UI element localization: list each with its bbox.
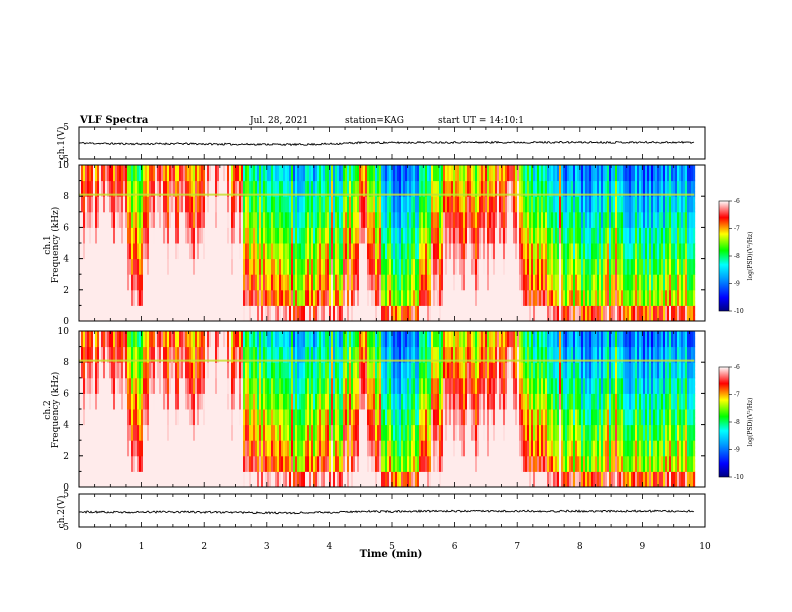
x-tick-label: 9	[640, 542, 646, 552]
colorbar-gradient	[718, 366, 730, 478]
spectrogram-image	[79, 331, 696, 488]
y-tick-label: 0	[63, 483, 69, 493]
ch2-spectrogram-ylabel-freq: Frequency (kHz)	[50, 372, 61, 449]
x-tick-label: 0	[76, 542, 82, 552]
y-tick-label: 0	[63, 317, 69, 327]
ch2-spectrogram-panel: 0 2 4 6 8 10	[58, 327, 706, 493]
x-tick-label: 10	[699, 542, 711, 552]
figure-date: Jul. 28, 2021	[249, 116, 308, 126]
colorbar-tick-label: -10	[734, 474, 744, 481]
colorbar-gradient	[718, 200, 730, 312]
ch1-spectrogram-panel: 0 2 4 6 8 10	[58, 161, 706, 327]
x-tick-label: 7	[514, 542, 520, 552]
figure-start-time: start UT = 14:10:1	[438, 116, 524, 126]
y-tick-label: 10	[58, 327, 70, 337]
y-tick-label: 10	[58, 161, 70, 171]
y-tick-label: 5	[63, 490, 69, 500]
ch1-colorbar: -6 -7 -8 -9 -10 log(PSD)(V²/Hz)	[718, 198, 754, 315]
ch1-spectrogram-ylabel-freq: Frequency (kHz)	[50, 207, 61, 284]
colorbar-tick-label: -6	[734, 364, 740, 371]
colorbar-tick-label: -8	[734, 419, 740, 426]
ch1-spectrogram-ylabel-ch: ch.1	[43, 235, 53, 254]
colorbar-tick-label: -7	[734, 226, 740, 233]
y-tick-label: 8	[63, 192, 69, 202]
ch1-voltage-panel: 5 -5	[60, 123, 706, 165]
y-tick-label: 4	[63, 255, 69, 265]
colorbar-label: log(PSD)(V²/Hz)	[747, 232, 754, 281]
x-tick-label: 5	[389, 542, 395, 552]
colorbar-tick-label: -6	[734, 198, 740, 205]
y-tick-label: 2	[63, 286, 69, 296]
ch2-spectrogram-ylabel-ch: ch.2	[43, 400, 53, 419]
y-tick-label: -5	[60, 155, 69, 165]
x-tick-label: 1	[139, 542, 145, 552]
voltage-trace	[79, 140, 695, 147]
colorbar-tick-label: -9	[734, 447, 740, 454]
colorbar-tick-label: -8	[734, 253, 740, 260]
ch2-colorbar: -6 -7 -8 -9 -10 log(PSD)(V²/Hz)	[718, 364, 754, 481]
colorbar-tick-label: -10	[734, 308, 744, 315]
voltage-trace	[78, 509, 695, 515]
y-tick-label: 4	[63, 421, 69, 431]
x-tick-label: 4	[327, 542, 333, 552]
x-tick-labels: 0 1 2 3 4 5 6 7 8 9 10	[76, 542, 711, 552]
spectrogram-image	[79, 165, 696, 322]
x-tick-label: 3	[264, 542, 270, 552]
colorbar-tick-label: -9	[734, 281, 740, 288]
ch1-voltage-ylabel: ch.1(V)	[56, 127, 67, 160]
x-tick-label: 8	[577, 542, 583, 552]
x-tick-label: 2	[201, 542, 207, 552]
y-tick-label: -5	[60, 523, 69, 533]
figure-title: VLF Spectra	[79, 115, 149, 126]
figure-station: station=KAG	[345, 116, 404, 126]
x-axis-label: Time (min)	[360, 549, 423, 560]
colorbar-tick-label: -7	[734, 392, 740, 399]
y-tick-label: 5	[63, 123, 69, 133]
y-tick-label: 2	[63, 452, 69, 462]
ch2-voltage-panel: 5 -5	[60, 490, 706, 533]
y-tick-label: 8	[63, 358, 69, 368]
y-tick-label: 6	[63, 389, 69, 399]
colorbar-label: log(PSD)(V²/Hz)	[747, 398, 754, 447]
y-tick-label: 6	[63, 223, 69, 233]
ch2-voltage-ylabel: ch.2(V)	[56, 496, 67, 529]
x-tick-label: 6	[452, 542, 458, 552]
